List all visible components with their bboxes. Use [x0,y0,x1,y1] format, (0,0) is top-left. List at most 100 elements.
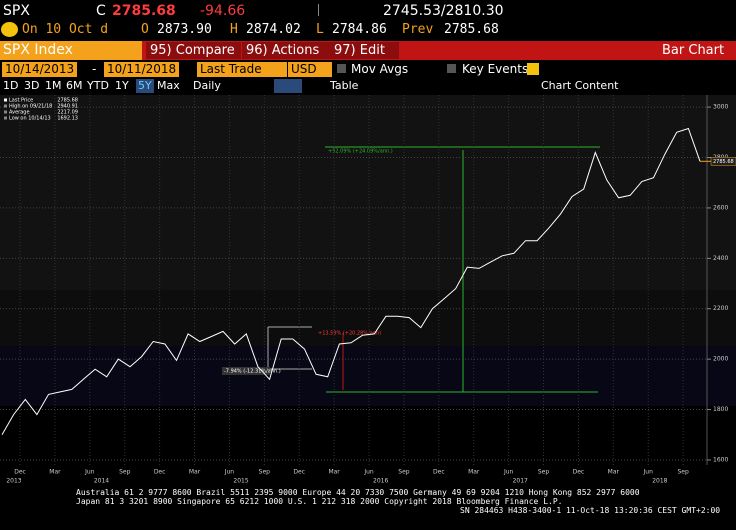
legend-swatch [4,116,7,120]
security-field[interactable]: SPX Index [0,41,142,60]
year-label: 2016 [373,478,388,485]
period-button[interactable]: 5Y [136,79,154,93]
x-tick-label: Mar [49,469,61,476]
x-tick-label: Sep [538,469,550,476]
annotation: +52.09% (+24.09%/ann.) [328,149,393,155]
period-button[interactable]: 6M [66,79,83,92]
edit-button[interactable]: 97) Edit [330,42,399,59]
date-dash: - [92,62,97,76]
period-button[interactable]: 1M [45,79,62,92]
change: -94.66 [200,3,246,19]
legend-label: Last Price [9,98,33,104]
date: On 10 Oct d [22,22,109,37]
legend-value: 2217.09 [57,110,78,116]
band [0,346,736,406]
x-tick-label: Sep [119,469,131,476]
last-price-label: 2785.68 [713,159,734,165]
year-label: 2018 [652,478,667,485]
actions-button[interactable]: 96) Actions [242,42,334,59]
period-button[interactable]: YTD [87,79,109,92]
legend-swatch [4,98,7,102]
legend-value: 1692.13 [57,116,78,122]
x-tick-label: Dec [154,469,166,476]
x-tick-label: Jun [84,469,95,476]
y-tick-label: 2600 [713,204,728,211]
y-tick-label: 3000 [713,104,728,111]
x-tick-label: Jun [363,469,374,476]
x-tick-label: Mar [468,469,480,476]
news-icon[interactable] [1,22,18,37]
key-events[interactable]: Key Events [462,62,529,76]
legend-swatch [4,104,7,108]
annotation: -7.94% (-12.31%/ann.) [224,369,281,375]
band [0,290,736,346]
year-label: 2015 [233,478,248,485]
period-button[interactable]: Max [157,79,180,92]
footer-line: Australia 61 2 9777 8600 Brazil 5511 239… [76,488,640,497]
last-price-tag [710,157,736,166]
info-icon[interactable] [527,63,539,75]
currency-select[interactable]: USD [288,62,332,77]
chart-content-button[interactable]: Chart Content [541,79,619,92]
low: 2784.86 [332,22,387,37]
legend-value: 2940.91 [57,104,78,110]
annotation-box [222,367,270,375]
footer-line: Japan 81 3 3201 8900 Singapore 65 6212 1… [76,497,563,506]
start-date[interactable]: 10/14/2013 [2,62,78,77]
ticker: SPX [3,3,30,19]
x-tick-label: Mar [328,469,340,476]
x-tick-label: Dec [433,469,445,476]
legend-value: 2785.68 [57,98,78,104]
x-tick-label: Sep [259,469,271,476]
checkbox[interactable] [337,64,346,73]
y-tick-label: 1800 [713,406,728,413]
low-label: L [316,22,324,37]
period-button[interactable]: 1D [3,79,19,92]
x-tick-label: Mar [189,469,201,476]
period-button[interactable]: 1Y [115,79,129,92]
high-label: H [230,22,238,37]
close-label: C [96,3,106,19]
prev-label: Prev [402,22,434,37]
y-tick-label: 1600 [713,456,728,463]
frequency[interactable]: Daily [193,79,221,92]
year-label: 2014 [94,478,109,485]
x-tick-label: Mar [608,469,620,476]
x-tick-label: Jun [503,469,514,476]
open-label: O [141,22,149,37]
prev: 2785.68 [444,22,499,37]
x-tick-label: Jun [643,469,654,476]
period-button[interactable]: 3D [24,79,40,92]
separator [318,4,319,16]
price-line [1,127,701,436]
end-date[interactable]: 10/11/2018 [104,62,180,77]
compare-button[interactable]: 95) Compare [146,42,241,59]
y-tick-label: 2000 [713,356,728,363]
high: 2874.02 [246,22,301,37]
view-name: Bar Chart [662,43,725,58]
x-tick-label: Jun [224,469,235,476]
tool-icon[interactable] [274,79,302,93]
x-tick-label: Sep [398,469,410,476]
checkbox[interactable] [447,64,456,73]
year-label: 2013 [6,478,21,485]
x-tick-label: Sep [677,469,689,476]
x-tick-label: Dec [293,469,305,476]
y-tick-label: 2200 [713,305,728,312]
legend-label: Low on 10/14/13 [9,116,51,122]
open: 2873.90 [157,22,212,37]
band [0,95,736,290]
annotation: +13.59% (+20.28%/ann) [318,331,381,337]
legend-label: Average [9,110,30,116]
legend-label: High on 09/21/18 [9,104,52,110]
x-tick-label: Dec [573,469,585,476]
bid-ask: 2745.53/2810.30 [383,3,504,19]
x-tick-label: Dec [14,469,26,476]
year-label: 2017 [513,478,528,485]
table-button[interactable]: Table [330,79,359,92]
field-select[interactable]: Last Trade [197,62,287,77]
footer-line: SN 284463 H438-3400-1 11-Oct-18 13:20:36… [460,506,721,515]
mov-avgs[interactable]: Mov Avgs [351,62,409,76]
